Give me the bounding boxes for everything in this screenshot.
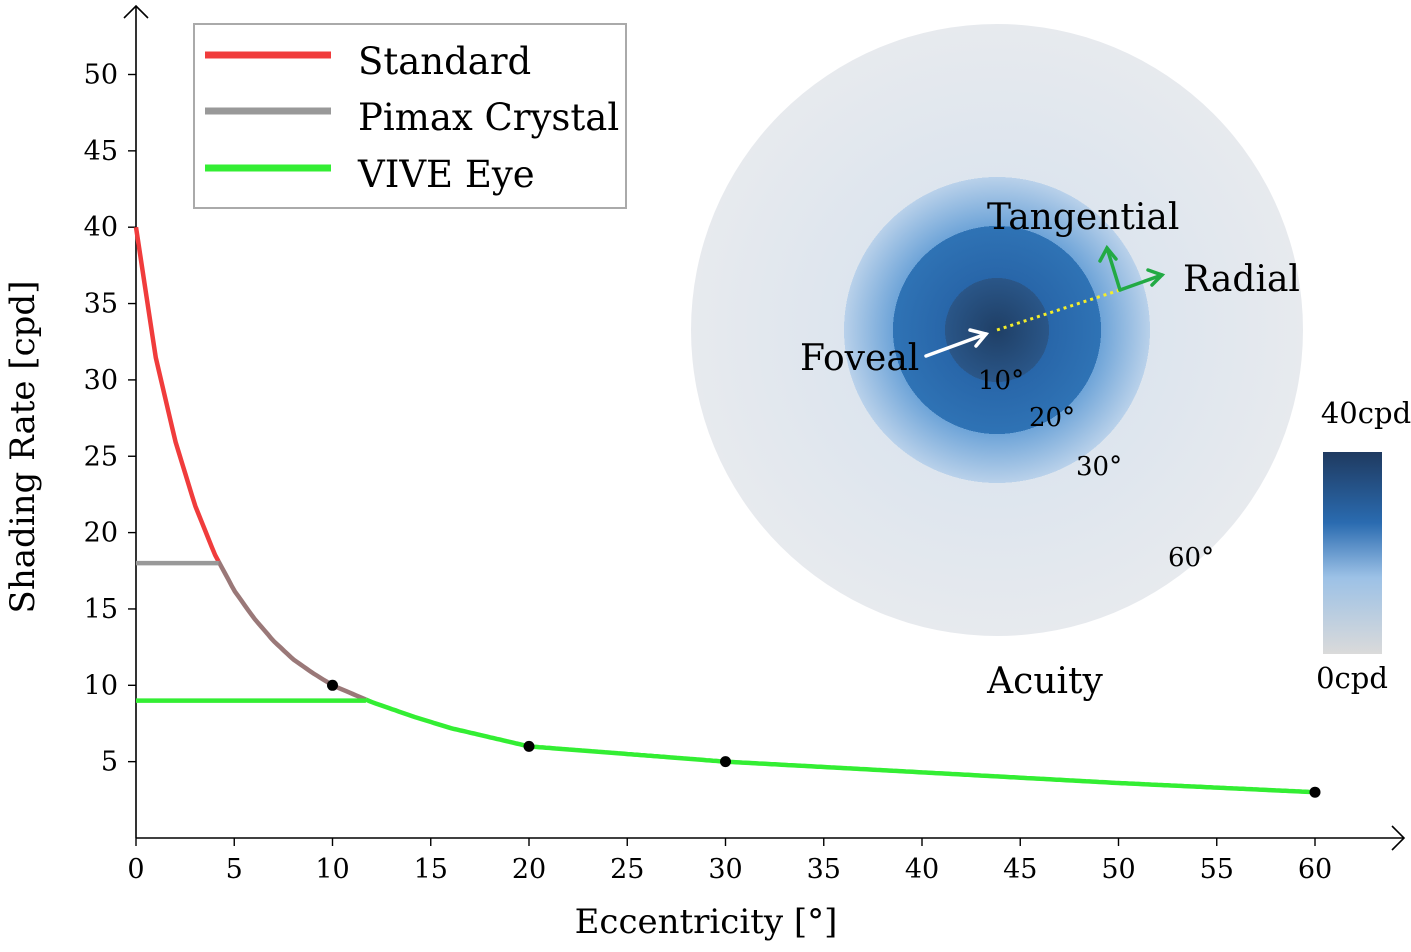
foveal-arrow	[924, 328, 990, 358]
y-tick-label: 15	[84, 594, 118, 625]
data-point-marker	[1309, 786, 1321, 798]
x-axis-title: Eccentricity [°]	[575, 902, 838, 942]
x-ticks: 0 5 10 15 20 25 30 35 40 45 50 55 60	[127, 838, 1332, 885]
legend-label-pimax: Pimax Crystal	[358, 96, 619, 139]
series-standard-overlap-line	[216, 560, 367, 702]
colorbar-max-label: 40cpd	[1321, 396, 1411, 430]
y-tick-label: 20	[84, 518, 118, 549]
foveal-label: Foveal	[800, 338, 919, 379]
legend-label-vive: VIVE Eye	[357, 153, 535, 196]
x-tick-label: 60	[1298, 854, 1332, 885]
colorbar-min-label: 0cpd	[1316, 661, 1388, 695]
y-axis-arrow	[123, 4, 149, 19]
y-tick-label: 50	[84, 60, 118, 91]
ring-label-30: 30°	[1076, 452, 1122, 482]
direction-arrows	[1098, 244, 1166, 292]
tangential-label: Tangential	[987, 197, 1179, 238]
data-point-marker	[327, 679, 338, 691]
legend-label-standard: Standard	[358, 40, 531, 83]
y-tick-label: 5	[101, 747, 118, 778]
tangential-arrow	[1105, 246, 1122, 292]
x-tick-label: 20	[512, 854, 546, 885]
ring-label-60: 60°	[1168, 543, 1214, 573]
ring-label-20: 20°	[1029, 403, 1075, 433]
x-tick-label: 55	[1200, 854, 1234, 885]
radial-arrow-head	[1146, 268, 1166, 287]
tangential-arrow-head	[1098, 244, 1118, 263]
radial-path-dotted	[996, 288, 1121, 332]
y-tick-label: 45	[84, 136, 118, 167]
ring-label-10: 10°	[978, 366, 1024, 396]
y-tick-label: 40	[84, 212, 118, 243]
x-tick-label: 45	[1003, 854, 1037, 885]
y-axis-title: Shading Rate [cpd]	[3, 281, 43, 614]
x-axis-arrow	[1391, 825, 1406, 851]
legend: Standard Pimax Crystal VIVE Eye	[193, 23, 627, 209]
y-tick-label: 30	[84, 365, 118, 396]
acuity-inset: Foveal Tangential Radial 10° 20° 30° 60°…	[691, 24, 1303, 702]
radial-label: Radial	[1183, 259, 1300, 300]
colorbar-gradient	[1323, 452, 1382, 654]
data-point-marker	[523, 740, 535, 752]
x-tick-label: 35	[807, 854, 841, 885]
series-vive-eye-tail-line	[365, 697, 1316, 795]
x-tick-label: 15	[414, 854, 448, 885]
y-tick-label: 10	[84, 670, 118, 701]
y-tick-label: 35	[84, 289, 118, 320]
colorbar: 40cpd 0cpd	[1316, 396, 1411, 695]
x-tick-label: 10	[315, 854, 349, 885]
x-tick-label: 0	[127, 854, 144, 885]
x-tick-label: 25	[610, 854, 644, 885]
series-standard-line	[133, 226, 221, 563]
x-tick-label: 5	[226, 854, 243, 885]
marker-layer	[327, 679, 1321, 798]
x-tick-label: 40	[905, 854, 939, 885]
x-tick-label: 50	[1101, 854, 1135, 885]
y-tick-label: 25	[84, 441, 118, 472]
y-ticks: 5 10 15 20 25 30 35 40 45 50	[84, 60, 136, 778]
acuity-title: Acuity	[986, 661, 1103, 702]
x-tick-label: 30	[708, 854, 742, 885]
data-point-marker	[720, 756, 731, 768]
radial-arrow	[1118, 273, 1164, 292]
